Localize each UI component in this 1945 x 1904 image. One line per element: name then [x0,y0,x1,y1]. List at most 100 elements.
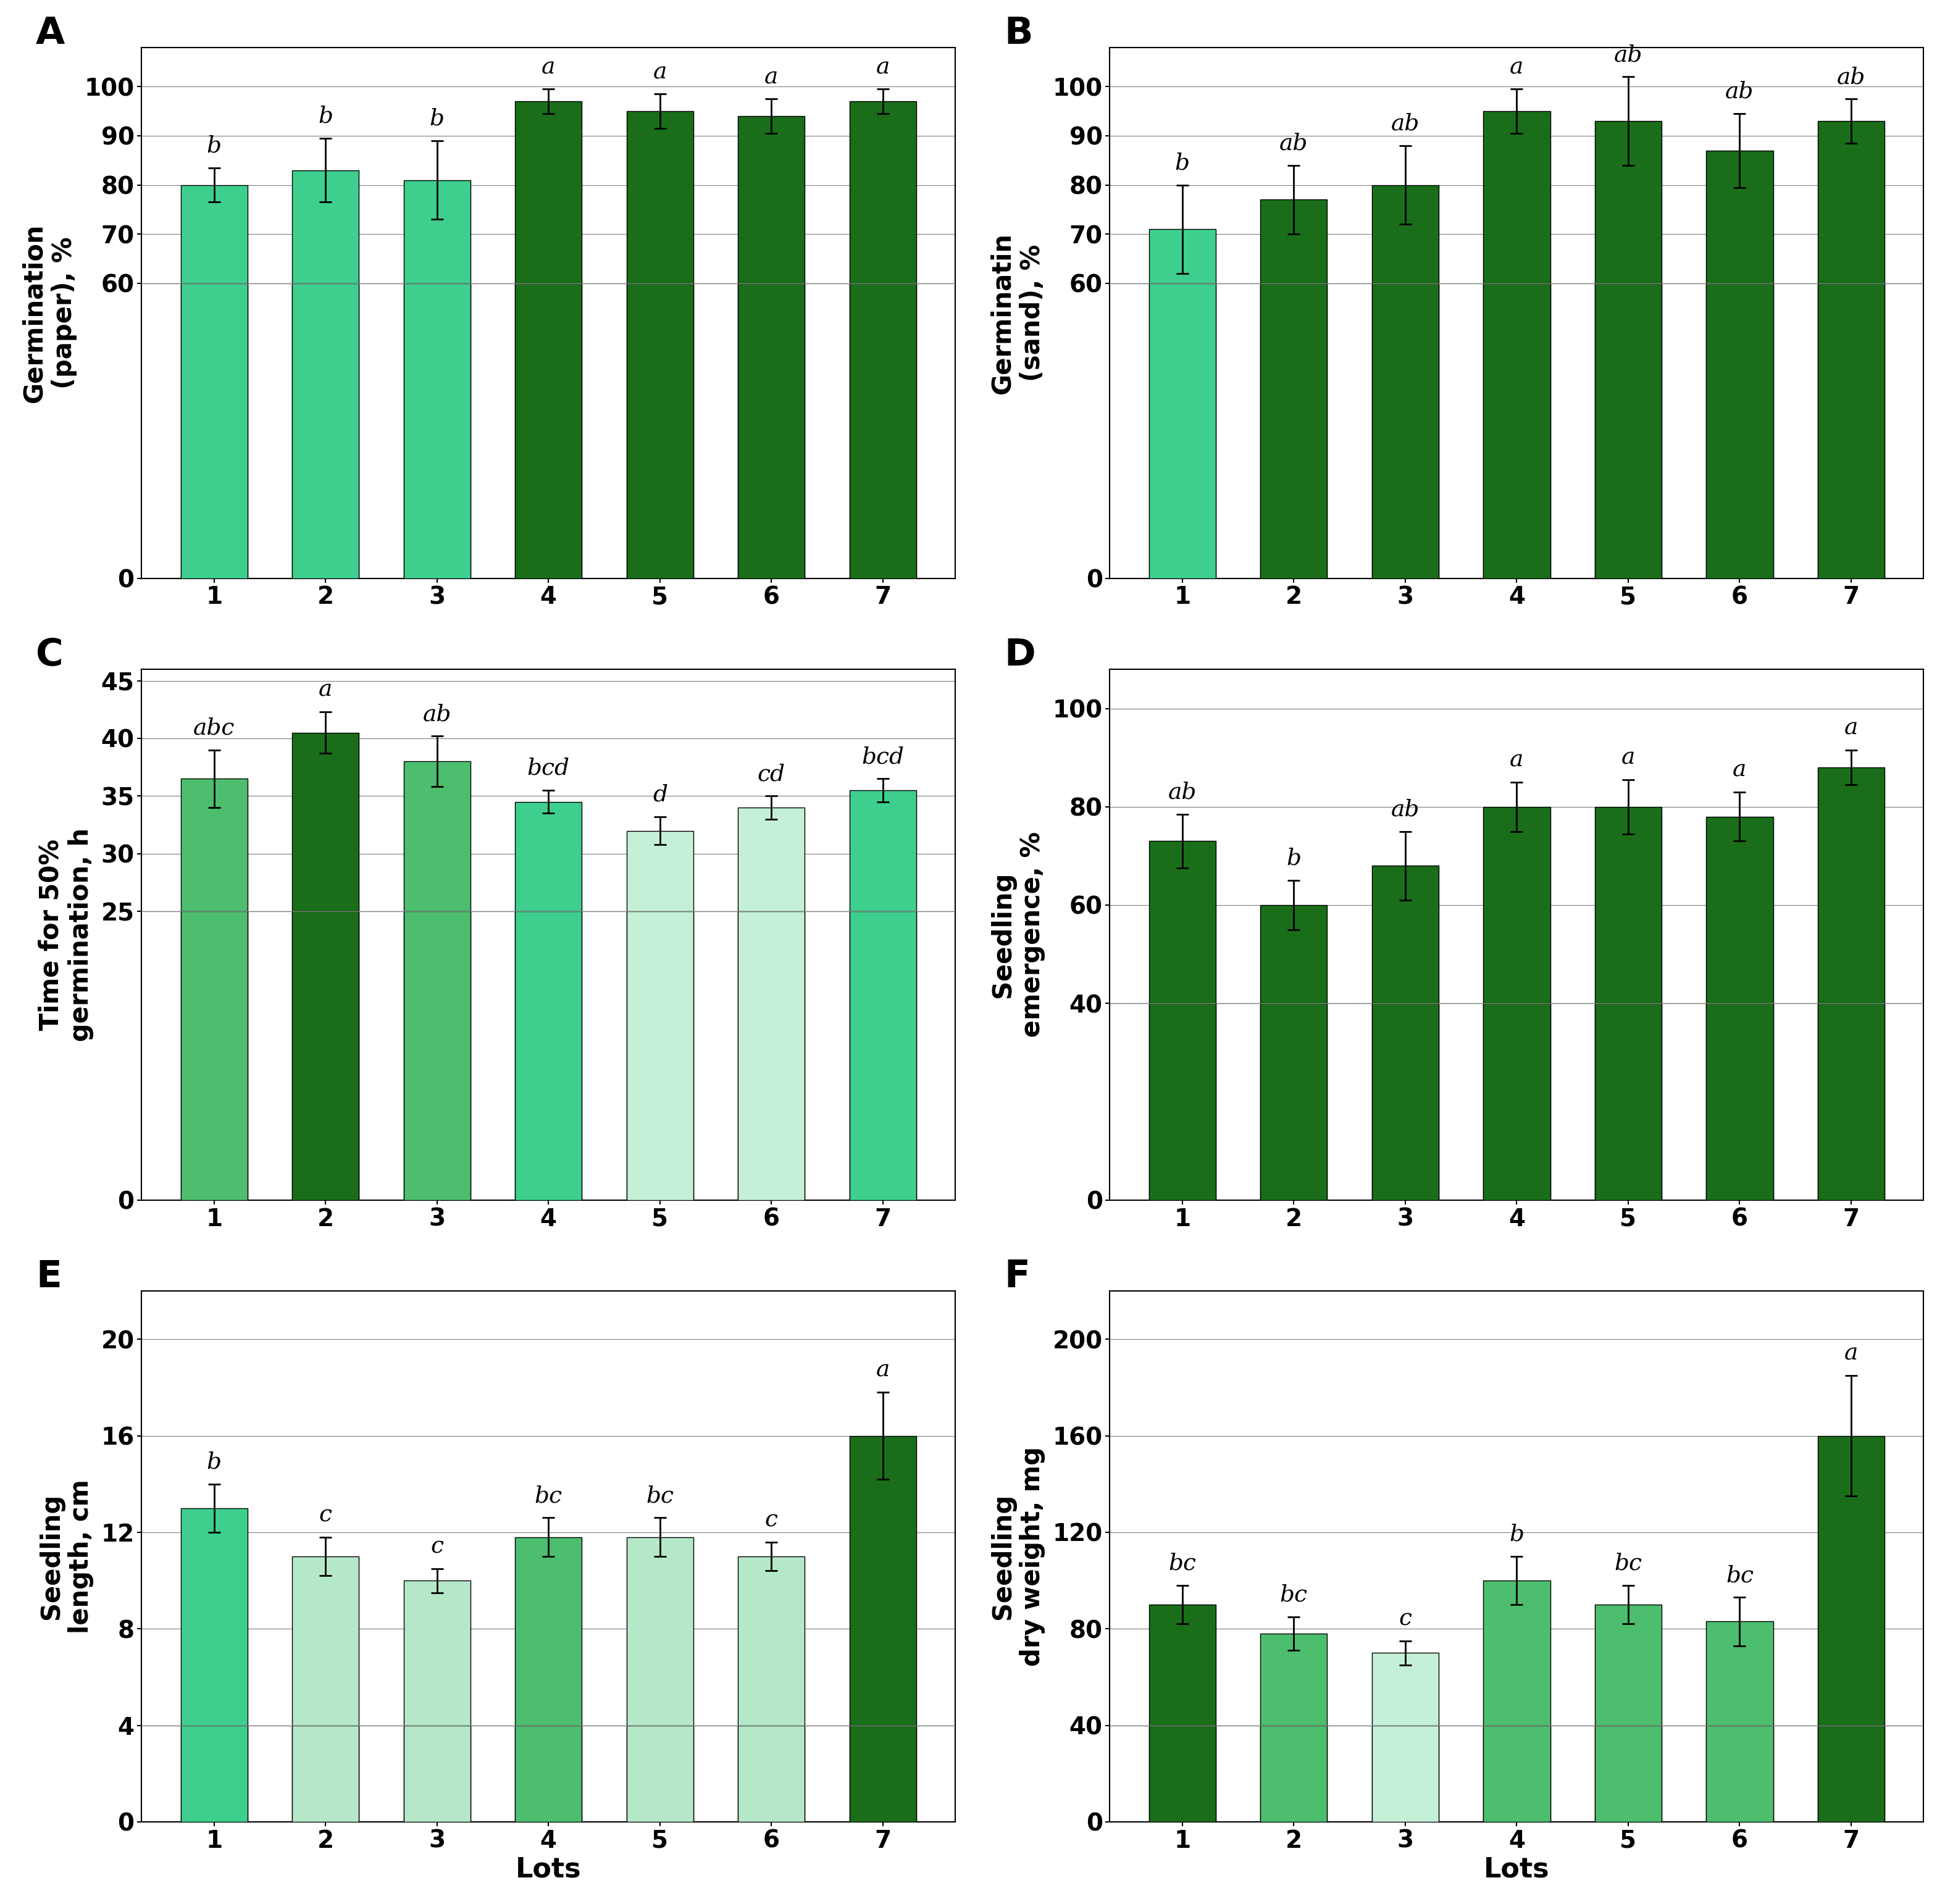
Text: c: c [430,1537,443,1557]
Text: ab: ab [1614,44,1642,67]
Text: c: c [1398,1609,1412,1630]
Y-axis label: Time for 50%
germination, h: Time for 50% germination, h [39,828,93,1041]
Bar [1371,866,1439,1200]
Text: bc: bc [1280,1584,1307,1607]
Bar [850,284,916,579]
Text: ab: ab [1836,67,1865,88]
Text: ab: ab [1391,798,1420,821]
Bar [737,116,805,579]
Bar [1706,150,1774,579]
Bar [403,181,471,579]
Text: bc: bc [646,1485,673,1508]
Text: ab: ab [1725,80,1754,103]
Bar [737,807,805,1200]
Bar [737,284,805,579]
Text: B: B [1004,15,1033,51]
Bar [1371,185,1439,579]
Bar [292,1556,360,1822]
Bar [403,1725,471,1822]
Bar [181,185,247,579]
Text: a: a [1844,718,1857,739]
Bar [1484,1580,1550,1822]
Bar [181,1508,247,1822]
Bar [850,790,916,1200]
Text: ab: ab [1169,781,1196,803]
Text: b: b [319,105,333,128]
Bar [1371,1725,1439,1822]
Text: C: C [35,638,64,674]
Text: b: b [206,1451,222,1474]
Bar [1371,284,1439,579]
Bar [292,1725,360,1822]
Y-axis label: Seedling
dry weight, mg: Seedling dry weight, mg [990,1447,1046,1666]
Text: b: b [1175,152,1190,175]
Text: ab: ab [1391,112,1420,135]
Bar [626,1725,692,1822]
Bar [1260,284,1326,579]
Bar [403,284,471,579]
Bar [292,284,360,579]
Bar [515,1537,582,1822]
Bar [181,779,247,1200]
Text: E: E [35,1259,62,1295]
Y-axis label: Germinatin
(sand), %: Germinatin (sand), % [990,232,1046,394]
Bar [1595,807,1661,1200]
Text: bc: bc [1725,1565,1754,1586]
Bar [1706,1003,1774,1200]
Bar [1595,1003,1661,1200]
Bar [1260,200,1326,579]
Bar [515,101,582,579]
Text: a: a [1509,57,1523,78]
Bar [1819,284,1885,579]
Text: a: a [1622,746,1636,769]
Text: D: D [1004,638,1035,674]
Bar [1149,1725,1216,1822]
Y-axis label: Germination
(paper), %: Germination (paper), % [21,223,78,402]
Text: a: a [764,67,778,88]
Bar [515,284,582,579]
Bar [1260,1725,1326,1822]
Text: b: b [1286,847,1301,870]
Bar [1260,1003,1326,1200]
Text: bc: bc [1614,1552,1642,1575]
Bar [1484,110,1550,579]
Text: A: A [35,15,64,51]
Bar [292,733,360,1200]
X-axis label: Lots: Lots [515,1856,582,1883]
Bar [1149,1605,1216,1822]
Text: ab: ab [422,703,451,725]
X-axis label: Lots: Lots [1484,1856,1550,1883]
Bar [181,912,247,1200]
Bar [1149,228,1216,579]
Bar [1819,1003,1885,1200]
Bar [737,1556,805,1822]
Text: b: b [206,135,222,158]
Bar [626,1537,692,1822]
Text: c: c [764,1510,778,1531]
Bar [626,912,692,1200]
Bar [850,912,916,1200]
Bar [850,1436,916,1822]
Bar [626,110,692,579]
Bar [1371,1003,1439,1200]
Bar [1484,807,1550,1200]
Bar [1819,767,1885,1200]
Bar [1260,904,1326,1200]
Bar [1149,842,1216,1200]
Bar [850,1725,916,1822]
Bar [1484,284,1550,579]
Bar [850,101,916,579]
Bar [1149,1003,1216,1200]
Text: F: F [1004,1259,1029,1295]
Text: ab: ab [1280,133,1309,154]
Text: bc: bc [1169,1552,1196,1575]
Text: a: a [1733,760,1747,781]
Bar [181,1725,247,1822]
Text: a: a [875,57,889,78]
Bar [181,284,247,579]
Bar [1595,1605,1661,1822]
Text: a: a [541,57,556,78]
Bar [737,912,805,1200]
Text: a: a [1844,1342,1857,1365]
Bar [1706,1725,1774,1822]
